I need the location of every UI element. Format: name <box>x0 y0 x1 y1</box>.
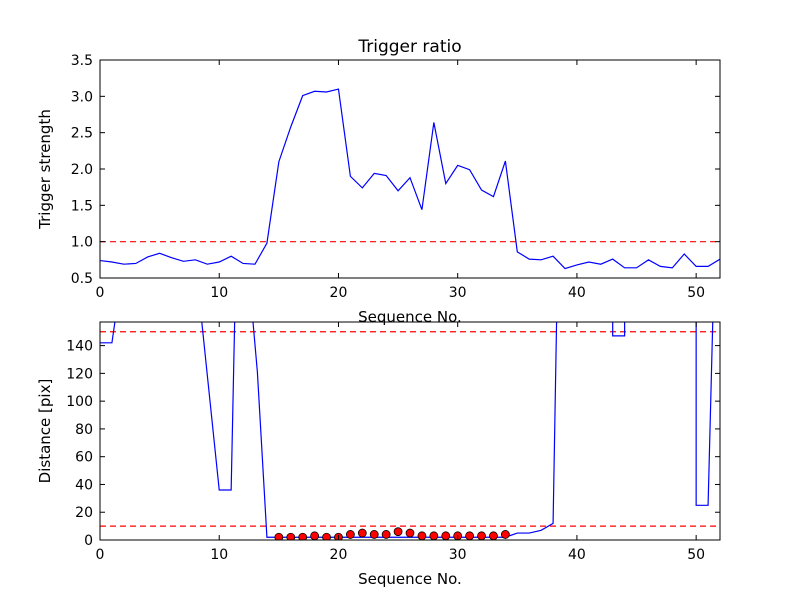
chart-panel-1: 0 10 20 30 40 50 0 20 40 60 80 100 120 140 Sequence No… <box>36 321 721 588</box>
data-point <box>357 528 367 538</box>
y-tick-label: 3.0 <box>71 89 93 105</box>
series-line-0 <box>100 88 720 270</box>
x-tick-label: 50 <box>687 547 705 563</box>
x-tick-label: 30 <box>449 547 467 563</box>
data-point <box>417 531 427 540</box>
y-tick-label: 0.5 <box>71 271 93 287</box>
x-axis-label: Sequence No. <box>358 570 462 588</box>
y-tick-label: 3.5 <box>71 53 93 69</box>
y-tick-label: 140 <box>66 339 93 355</box>
chart-panel-0: 0 10 20 30 40 50 0.5 1.0 1.5 2.0 2.5 3.0 3.5 Trigger … <box>36 37 721 326</box>
x-tick-label: 40 <box>568 285 586 301</box>
axes-frame <box>99 321 721 541</box>
x-tick-label: 50 <box>687 285 705 301</box>
x-tick-label: 0 <box>96 547 105 563</box>
y-tick-label: 120 <box>66 366 93 382</box>
y-tick-label: 2.0 <box>71 162 93 178</box>
data-point <box>274 532 284 540</box>
data-point <box>369 530 379 539</box>
series-line-0 <box>100 322 714 538</box>
y-tick-label: 20 <box>75 505 93 521</box>
y-tick-label: 1.0 <box>71 235 93 251</box>
y-tick-label: 0 <box>84 533 93 549</box>
data-point <box>500 530 510 539</box>
y-tick-label: 2.5 <box>71 126 93 142</box>
y-tick-label: 100 <box>66 394 93 410</box>
x-tick-label: 10 <box>210 547 228 563</box>
y-axis-label: Trigger strength <box>36 109 54 230</box>
x-tick-label: 40 <box>568 547 586 563</box>
chart-title: Trigger ratio <box>357 37 461 57</box>
data-point <box>405 528 415 538</box>
plot-area <box>100 88 720 270</box>
y-tick-label: 40 <box>75 477 93 493</box>
data-point <box>381 530 391 539</box>
plot-area <box>100 322 720 540</box>
data-point <box>477 531 486 540</box>
data-point <box>322 532 331 540</box>
data-point <box>286 532 296 540</box>
y-axis-label: Distance [pix] <box>36 379 54 484</box>
data-point <box>393 527 403 537</box>
x-tick-label: 0 <box>96 285 105 301</box>
y-tick-label: 60 <box>75 450 93 466</box>
y-tick-label: 1.5 <box>71 198 93 214</box>
data-point <box>441 531 451 540</box>
x-axis-label: Sequence No. <box>358 308 462 326</box>
data-point <box>489 531 498 540</box>
x-tick-label: 20 <box>330 285 348 301</box>
x-tick-label: 10 <box>210 285 228 301</box>
data-point <box>465 531 475 540</box>
data-point <box>345 530 355 539</box>
x-tick-label: 20 <box>330 547 348 563</box>
data-point <box>310 531 320 540</box>
axes-frame <box>99 59 721 279</box>
data-point <box>298 532 308 540</box>
y-tick-label: 80 <box>75 422 93 438</box>
x-tick-label: 30 <box>449 285 467 301</box>
data-point <box>429 531 439 540</box>
